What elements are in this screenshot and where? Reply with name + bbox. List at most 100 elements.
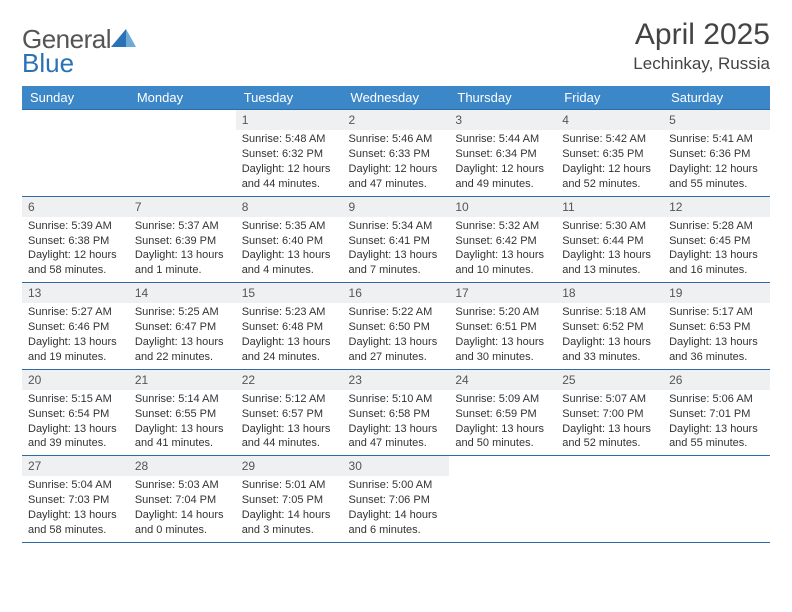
day-number: 21 [129,370,236,390]
calendar-table: SundayMondayTuesdayWednesdayThursdayFrid… [22,86,770,543]
day-number: 26 [663,370,770,390]
calendar-body: 1Sunrise: 5:48 AMSunset: 6:32 PMDaylight… [22,110,770,543]
day-number: 7 [129,197,236,217]
page-title: April 2025 [633,18,770,52]
calendar-cell: 26Sunrise: 5:06 AMSunset: 7:01 PMDayligh… [663,369,770,456]
day-details: Sunrise: 5:15 AMSunset: 6:54 PMDaylight:… [22,390,129,455]
calendar-cell [129,110,236,197]
calendar-cell: 16Sunrise: 5:22 AMSunset: 6:50 PMDayligh… [343,283,450,370]
day-number: 24 [449,370,556,390]
calendar-cell: 25Sunrise: 5:07 AMSunset: 7:00 PMDayligh… [556,369,663,456]
day-details: Sunrise: 5:14 AMSunset: 6:55 PMDaylight:… [129,390,236,455]
day-number: 3 [449,110,556,130]
calendar-cell: 15Sunrise: 5:23 AMSunset: 6:48 PMDayligh… [236,283,343,370]
calendar-week-row: 1Sunrise: 5:48 AMSunset: 6:32 PMDaylight… [22,110,770,197]
calendar-cell: 22Sunrise: 5:12 AMSunset: 6:57 PMDayligh… [236,369,343,456]
day-details: Sunrise: 5:44 AMSunset: 6:34 PMDaylight:… [449,130,556,195]
day-details: Sunrise: 5:28 AMSunset: 6:45 PMDaylight:… [663,217,770,282]
day-details: Sunrise: 5:22 AMSunset: 6:50 PMDaylight:… [343,303,450,368]
day-number: 28 [129,456,236,476]
calendar-cell: 6Sunrise: 5:39 AMSunset: 6:38 PMDaylight… [22,196,129,283]
day-header: Monday [129,86,236,110]
day-number: 17 [449,283,556,303]
calendar-cell: 1Sunrise: 5:48 AMSunset: 6:32 PMDaylight… [236,110,343,197]
day-details: Sunrise: 5:09 AMSunset: 6:59 PMDaylight:… [449,390,556,455]
day-number: 23 [343,370,450,390]
day-header: Saturday [663,86,770,110]
day-number: 22 [236,370,343,390]
day-details: Sunrise: 5:34 AMSunset: 6:41 PMDaylight:… [343,217,450,282]
day-details: Sunrise: 5:23 AMSunset: 6:48 PMDaylight:… [236,303,343,368]
calendar-cell: 24Sunrise: 5:09 AMSunset: 6:59 PMDayligh… [449,369,556,456]
day-details: Sunrise: 5:32 AMSunset: 6:42 PMDaylight:… [449,217,556,282]
day-details: Sunrise: 5:46 AMSunset: 6:33 PMDaylight:… [343,130,450,195]
calendar-cell: 18Sunrise: 5:18 AMSunset: 6:52 PMDayligh… [556,283,663,370]
calendar-week-row: 13Sunrise: 5:27 AMSunset: 6:46 PMDayligh… [22,283,770,370]
calendar-week-row: 6Sunrise: 5:39 AMSunset: 6:38 PMDaylight… [22,196,770,283]
calendar-cell: 13Sunrise: 5:27 AMSunset: 6:46 PMDayligh… [22,283,129,370]
day-details: Sunrise: 5:20 AMSunset: 6:51 PMDaylight:… [449,303,556,368]
day-details: Sunrise: 5:42 AMSunset: 6:35 PMDaylight:… [556,130,663,195]
day-details: Sunrise: 5:00 AMSunset: 7:06 PMDaylight:… [343,476,450,541]
day-header: Tuesday [236,86,343,110]
calendar-cell: 7Sunrise: 5:37 AMSunset: 6:39 PMDaylight… [129,196,236,283]
day-number: 18 [556,283,663,303]
calendar-cell: 11Sunrise: 5:30 AMSunset: 6:44 PMDayligh… [556,196,663,283]
calendar-cell [663,456,770,543]
calendar-cell: 3Sunrise: 5:44 AMSunset: 6:34 PMDaylight… [449,110,556,197]
day-number: 9 [343,197,450,217]
calendar-week-row: 20Sunrise: 5:15 AMSunset: 6:54 PMDayligh… [22,369,770,456]
calendar-cell: 21Sunrise: 5:14 AMSunset: 6:55 PMDayligh… [129,369,236,456]
day-details: Sunrise: 5:01 AMSunset: 7:05 PMDaylight:… [236,476,343,541]
calendar-cell: 10Sunrise: 5:32 AMSunset: 6:42 PMDayligh… [449,196,556,283]
calendar-cell: 8Sunrise: 5:35 AMSunset: 6:40 PMDaylight… [236,196,343,283]
day-details: Sunrise: 5:03 AMSunset: 7:04 PMDaylight:… [129,476,236,541]
calendar-week-row: 27Sunrise: 5:04 AMSunset: 7:03 PMDayligh… [22,456,770,543]
day-number: 2 [343,110,450,130]
day-number: 8 [236,197,343,217]
day-number: 4 [556,110,663,130]
day-number: 30 [343,456,450,476]
day-details: Sunrise: 5:41 AMSunset: 6:36 PMDaylight:… [663,130,770,195]
calendar-cell: 27Sunrise: 5:04 AMSunset: 7:03 PMDayligh… [22,456,129,543]
day-number: 20 [22,370,129,390]
calendar-head: SundayMondayTuesdayWednesdayThursdayFrid… [22,86,770,110]
day-number: 25 [556,370,663,390]
day-header: Thursday [449,86,556,110]
page-subtitle: Lechinkay, Russia [633,54,770,74]
day-number: 5 [663,110,770,130]
logo-triangle-icon [111,27,137,47]
day-details: Sunrise: 5:48 AMSunset: 6:32 PMDaylight:… [236,130,343,195]
day-details: Sunrise: 5:04 AMSunset: 7:03 PMDaylight:… [22,476,129,541]
calendar-cell: 9Sunrise: 5:34 AMSunset: 6:41 PMDaylight… [343,196,450,283]
day-number: 12 [663,197,770,217]
day-number: 29 [236,456,343,476]
day-details: Sunrise: 5:35 AMSunset: 6:40 PMDaylight:… [236,217,343,282]
day-header: Wednesday [343,86,450,110]
calendar-cell: 5Sunrise: 5:41 AMSunset: 6:36 PMDaylight… [663,110,770,197]
day-details: Sunrise: 5:18 AMSunset: 6:52 PMDaylight:… [556,303,663,368]
day-number: 19 [663,283,770,303]
day-details: Sunrise: 5:10 AMSunset: 6:58 PMDaylight:… [343,390,450,455]
day-details: Sunrise: 5:17 AMSunset: 6:53 PMDaylight:… [663,303,770,368]
day-details: Sunrise: 5:30 AMSunset: 6:44 PMDaylight:… [556,217,663,282]
day-number: 10 [449,197,556,217]
day-number: 14 [129,283,236,303]
title-block: April 2025 Lechinkay, Russia [633,18,770,74]
calendar-cell: 23Sunrise: 5:10 AMSunset: 6:58 PMDayligh… [343,369,450,456]
day-number: 1 [236,110,343,130]
calendar-cell: 4Sunrise: 5:42 AMSunset: 6:35 PMDaylight… [556,110,663,197]
calendar-cell: 19Sunrise: 5:17 AMSunset: 6:53 PMDayligh… [663,283,770,370]
day-header: Sunday [22,86,129,110]
day-details: Sunrise: 5:25 AMSunset: 6:47 PMDaylight:… [129,303,236,368]
calendar-cell [22,110,129,197]
day-details: Sunrise: 5:39 AMSunset: 6:38 PMDaylight:… [22,217,129,282]
day-details: Sunrise: 5:07 AMSunset: 7:00 PMDaylight:… [556,390,663,455]
calendar-cell [449,456,556,543]
calendar-cell: 14Sunrise: 5:25 AMSunset: 6:47 PMDayligh… [129,283,236,370]
calendar-cell: 29Sunrise: 5:01 AMSunset: 7:05 PMDayligh… [236,456,343,543]
calendar-cell: 20Sunrise: 5:15 AMSunset: 6:54 PMDayligh… [22,369,129,456]
calendar-cell [556,456,663,543]
day-details: Sunrise: 5:27 AMSunset: 6:46 PMDaylight:… [22,303,129,368]
day-number: 11 [556,197,663,217]
